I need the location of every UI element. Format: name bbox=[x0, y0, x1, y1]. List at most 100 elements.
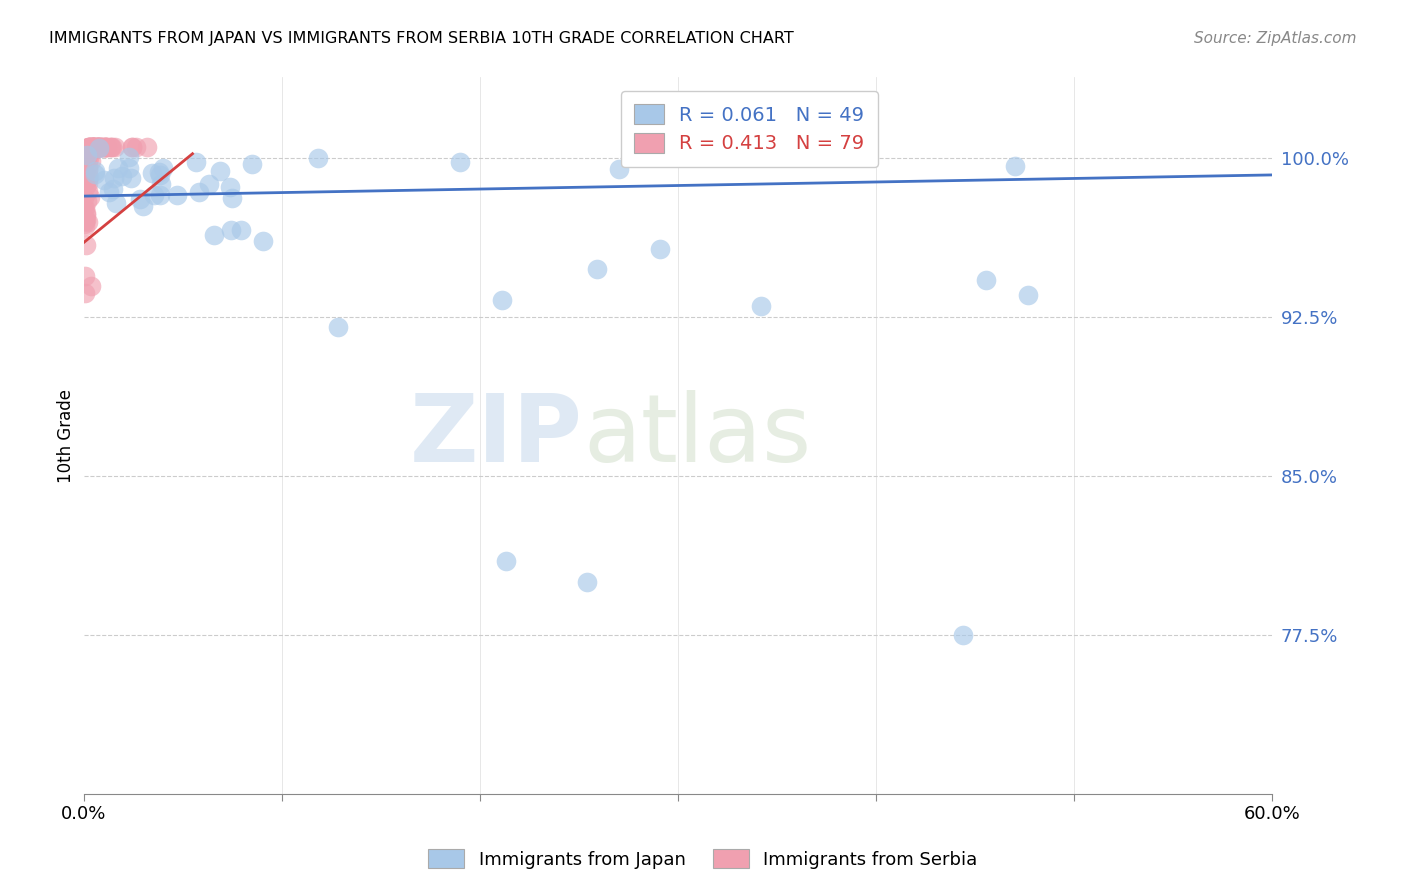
Text: Source: ZipAtlas.com: Source: ZipAtlas.com bbox=[1194, 31, 1357, 46]
Text: ZIP: ZIP bbox=[411, 390, 583, 482]
Point bbox=[101, 182, 124, 196]
Point bbox=[76, 157, 98, 171]
Point bbox=[586, 261, 609, 276]
Point bbox=[82, 140, 104, 154]
Point bbox=[576, 574, 599, 589]
Point bbox=[89, 140, 111, 154]
Point bbox=[82, 140, 104, 154]
Point bbox=[79, 140, 101, 154]
Point bbox=[79, 140, 101, 154]
Point bbox=[75, 178, 97, 193]
Point bbox=[79, 190, 101, 204]
Point bbox=[648, 242, 671, 256]
Point bbox=[76, 194, 98, 208]
Point bbox=[83, 140, 105, 154]
Point bbox=[82, 140, 104, 154]
Point bbox=[77, 161, 100, 176]
Point bbox=[83, 140, 105, 154]
Point bbox=[75, 286, 97, 301]
Point bbox=[152, 161, 174, 176]
Point bbox=[86, 140, 108, 154]
Point bbox=[252, 235, 274, 249]
Point bbox=[105, 196, 128, 211]
Point bbox=[75, 202, 97, 216]
Point bbox=[94, 140, 117, 154]
Point bbox=[104, 140, 127, 154]
Point bbox=[150, 178, 173, 192]
Point bbox=[79, 140, 101, 154]
Point bbox=[1017, 287, 1039, 301]
Point bbox=[90, 140, 112, 154]
Point bbox=[128, 192, 150, 206]
Point bbox=[449, 155, 471, 169]
Point bbox=[84, 167, 107, 181]
Point bbox=[77, 171, 100, 186]
Point bbox=[73, 269, 96, 284]
Point bbox=[87, 140, 110, 154]
Point bbox=[83, 140, 105, 154]
Point bbox=[77, 140, 100, 154]
Point bbox=[73, 202, 96, 217]
Point bbox=[749, 299, 772, 313]
Point bbox=[76, 140, 98, 154]
Point bbox=[83, 140, 105, 154]
Point bbox=[86, 140, 108, 154]
Point bbox=[89, 140, 111, 154]
Point bbox=[93, 140, 115, 154]
Point bbox=[87, 140, 110, 154]
Point bbox=[202, 227, 225, 242]
Point bbox=[73, 191, 96, 205]
Point bbox=[100, 140, 122, 154]
Point bbox=[86, 140, 108, 154]
Point bbox=[79, 140, 101, 154]
Point bbox=[136, 140, 159, 154]
Point bbox=[93, 173, 115, 187]
Point bbox=[77, 151, 100, 165]
Point bbox=[149, 188, 172, 202]
Point bbox=[75, 213, 97, 227]
Point bbox=[96, 140, 118, 154]
Point bbox=[198, 178, 221, 192]
Point bbox=[607, 161, 630, 176]
Text: atlas: atlas bbox=[583, 390, 811, 482]
Point bbox=[188, 185, 211, 199]
Point bbox=[328, 320, 350, 334]
Point bbox=[97, 185, 120, 199]
Point bbox=[974, 273, 997, 287]
Point bbox=[87, 141, 110, 155]
Point bbox=[184, 155, 207, 169]
Point bbox=[94, 140, 117, 154]
Point bbox=[209, 164, 232, 178]
Point bbox=[79, 140, 101, 154]
Point bbox=[491, 293, 513, 308]
Point bbox=[77, 147, 100, 161]
Point bbox=[75, 238, 97, 252]
Point bbox=[91, 140, 114, 154]
Point bbox=[76, 176, 98, 190]
Point bbox=[132, 199, 155, 213]
Point bbox=[219, 179, 242, 194]
Point bbox=[100, 140, 122, 154]
Point bbox=[76, 184, 98, 198]
Point bbox=[79, 169, 101, 184]
Point bbox=[952, 628, 974, 642]
Point bbox=[149, 168, 172, 182]
Point bbox=[141, 166, 163, 180]
Point bbox=[79, 278, 101, 293]
Point bbox=[229, 223, 252, 237]
Point bbox=[166, 187, 188, 202]
Point bbox=[80, 154, 103, 169]
Point bbox=[107, 161, 129, 175]
Point bbox=[117, 161, 139, 175]
Point bbox=[96, 140, 118, 154]
Point bbox=[103, 171, 125, 186]
Legend: Immigrants from Japan, Immigrants from Serbia: Immigrants from Japan, Immigrants from S… bbox=[422, 842, 984, 876]
Point bbox=[77, 140, 100, 154]
Y-axis label: 10th Grade: 10th Grade bbox=[58, 389, 75, 483]
Point bbox=[86, 140, 108, 154]
Point bbox=[77, 214, 100, 228]
Point bbox=[89, 140, 111, 154]
Point bbox=[82, 140, 104, 154]
Point bbox=[121, 140, 143, 154]
Point bbox=[84, 164, 107, 178]
